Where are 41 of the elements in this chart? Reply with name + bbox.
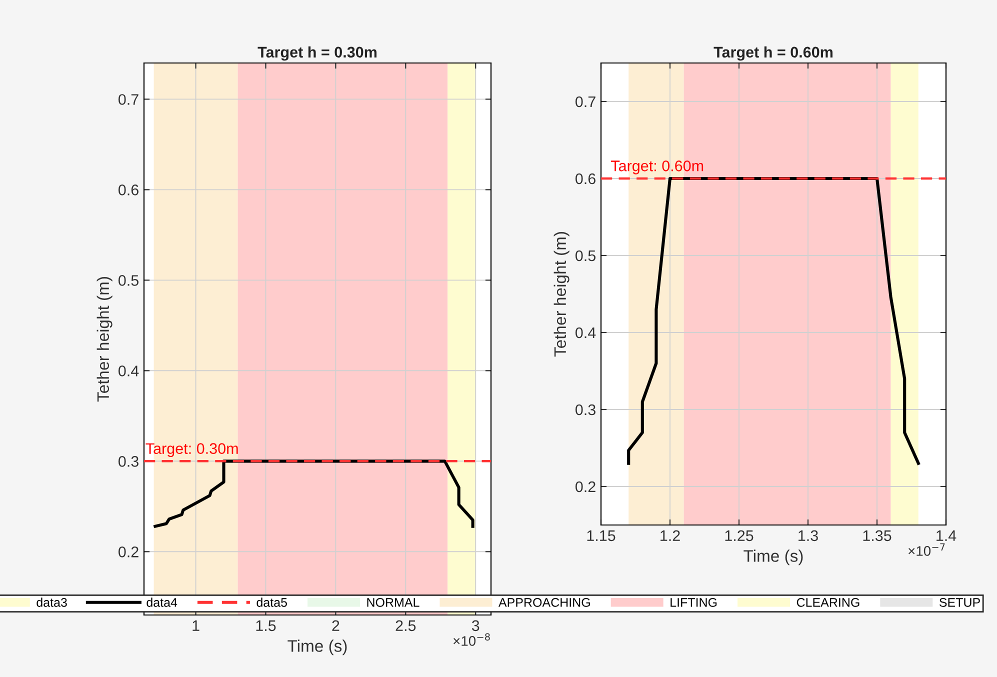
y-tick-label: 0.3 bbox=[118, 456, 138, 467]
y-tick-label: 0.5 bbox=[118, 275, 138, 286]
y-tick-label: 0.4 bbox=[576, 327, 596, 338]
y-tick-label: 0.5 bbox=[576, 250, 596, 262]
text: ×10$^{−8}$ bbox=[453, 633, 490, 646]
y-axis-title: Tether height (m) bbox=[554, 232, 570, 357]
x-tick-label: 1.15 bbox=[587, 530, 616, 542]
legend-label: APPROACHING bbox=[498, 598, 590, 607]
y-tick-label: 0.6 bbox=[118, 184, 138, 196]
legend-label: CLEARING bbox=[796, 598, 860, 607]
y-tick-label: 0.7 bbox=[576, 96, 596, 108]
legend-label: NORMAL bbox=[367, 598, 420, 607]
annotation: Target: 0.30m bbox=[146, 443, 238, 457]
y-tick-label: 0.6 bbox=[576, 173, 596, 184]
legend-label: data3 bbox=[36, 598, 67, 607]
x-tick-label: 1.2 bbox=[660, 530, 680, 541]
x-axis-title: Time (s) bbox=[744, 550, 803, 566]
x-tick-label: 1.25 bbox=[725, 530, 754, 542]
x-tick-label: 2 bbox=[332, 620, 340, 631]
x-tick-label: 1.5 bbox=[256, 620, 276, 632]
legend-label: SETUP bbox=[939, 598, 980, 607]
y-tick-label: 0.4 bbox=[118, 366, 139, 376]
x-tick-label: 1.35 bbox=[863, 530, 892, 542]
y-tick-label: 0.2 bbox=[118, 546, 138, 558]
legend-label: data4 bbox=[146, 598, 178, 607]
legend-label: data5 bbox=[256, 598, 287, 607]
text: ×10$^{−7}$ bbox=[908, 543, 945, 556]
annotation: Target: 0.60m bbox=[611, 160, 704, 174]
x-tick-label: 1.3 bbox=[798, 530, 818, 542]
y-axis-title: Tether height (m) bbox=[96, 277, 112, 402]
x-tick-label: 3 bbox=[472, 620, 480, 632]
x-tick-label: 1 bbox=[192, 620, 200, 631]
legend-label: LIFTING bbox=[670, 598, 717, 607]
x-axis-title: Time (s) bbox=[288, 640, 347, 656]
x-tick-label: 1.4 bbox=[936, 530, 956, 541]
y-tick-label: 0.7 bbox=[118, 94, 138, 105]
x-tick-label: 2.5 bbox=[396, 620, 416, 632]
chart-title: Target h = 0.60m bbox=[714, 46, 832, 61]
y-tick-label: 0.3 bbox=[576, 404, 596, 416]
y-tick-label: 0.2 bbox=[576, 481, 596, 492]
chart-title: Target h = 0.30m bbox=[258, 46, 376, 61]
